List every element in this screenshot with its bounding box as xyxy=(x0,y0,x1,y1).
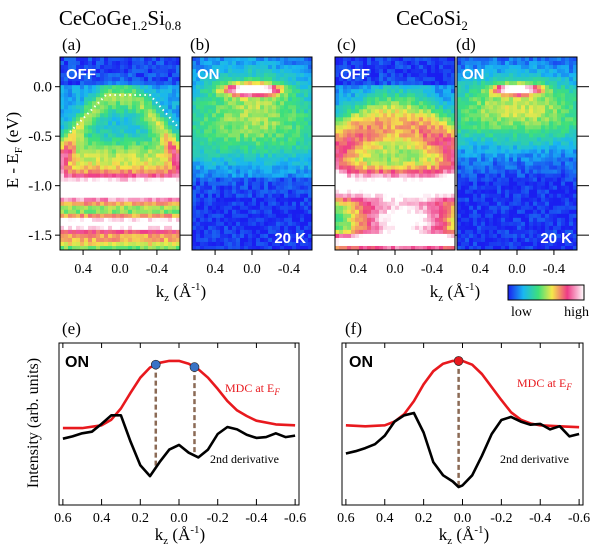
mode-label-d: ON xyxy=(462,66,485,83)
mode-label-f: ON xyxy=(349,354,373,371)
mode-label-b: ON xyxy=(197,66,220,83)
mdc-curve xyxy=(345,359,580,429)
compound-title-left: CeCoGe1.2Si0.8 xyxy=(59,6,181,33)
energy-axis-label: E - EF (eV) xyxy=(3,112,25,188)
peak-marker xyxy=(453,356,464,366)
colorbar xyxy=(507,284,585,301)
second-derivative-curve xyxy=(345,411,580,489)
mdc-plot-f xyxy=(345,356,580,489)
dispersion-guide-dots xyxy=(69,94,179,133)
colorbar-high-label: high xyxy=(564,305,589,320)
momentum-axis-label-right: kz (Å-1) xyxy=(430,281,480,304)
heatmap-panel-c xyxy=(335,57,455,250)
mode-label-c: OFF xyxy=(340,66,370,83)
panel-label-c: (c) xyxy=(337,35,356,54)
temperature-label-b: 20 K xyxy=(274,230,306,247)
derivative-legend-e: 2nd derivative xyxy=(210,452,279,466)
compound-title-right: CeCoSi2 xyxy=(396,6,468,33)
panel-label-d: (d) xyxy=(456,35,476,54)
peak-marker xyxy=(189,362,200,372)
frame-e xyxy=(58,342,300,506)
mdc-plot-e xyxy=(62,359,296,478)
mdc-legend-e: MDC at EF xyxy=(225,381,280,397)
panel-label-e: (e) xyxy=(62,319,81,338)
heatmap-panel-a xyxy=(60,57,180,250)
peak-marker xyxy=(150,359,161,370)
second-derivative-curve xyxy=(62,413,296,478)
heatmap-panel-d xyxy=(457,57,577,250)
heatmap-panel-b xyxy=(192,57,312,250)
temperature-label-d: 20 K xyxy=(540,230,572,247)
mode-label-e: ON xyxy=(65,354,89,371)
momentum-axis-label-left: kz (Å-1) xyxy=(156,281,206,304)
derivative-legend-f: 2nd derivative xyxy=(500,452,569,466)
mdc-legend-f: MDC at EF xyxy=(517,376,572,392)
momentum-axis-label-e: kz (Å-1) xyxy=(155,524,205,547)
intensity-axis-label: Intensity (arb. units) xyxy=(25,358,42,488)
mode-label-a: OFF xyxy=(66,66,96,83)
momentum-axes-bottom: 0.6 0.4 0.2 0.0 -0.2 -0.4 -0.6 0.6 0.4 0.2 0.0 -0.2… xyxy=(54,343,590,526)
colorbar-low-label: low xyxy=(511,305,533,320)
momentum-axes-top: 0.4 0.0 -0.4 0.4 0.0 -0.4 0.4 0.0 -0.4 0.4 0.0 -0.4 xyxy=(74,250,565,277)
panel-label-f: (f) xyxy=(345,319,362,338)
frame-f xyxy=(341,342,584,506)
panel-label-b: (b) xyxy=(190,35,210,54)
panel-label-a: (a) xyxy=(62,35,81,54)
energy-axis: 0.0-0.5-1.0-1.5 xyxy=(28,80,589,244)
momentum-axis-label-f: kz (Å-1) xyxy=(439,524,489,547)
